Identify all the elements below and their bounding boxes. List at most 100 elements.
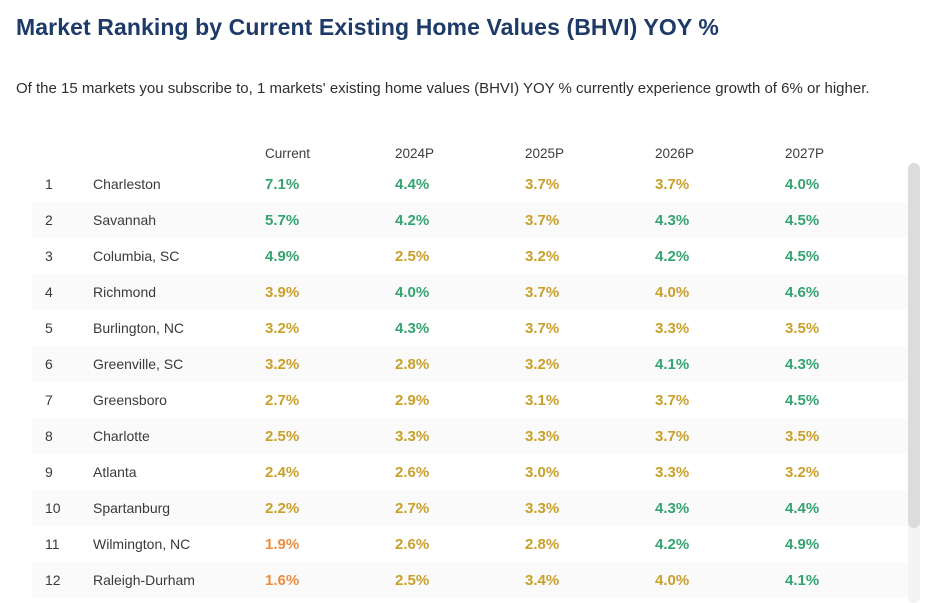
market-name: Burlington, NC (93, 320, 185, 336)
value-cell: 2.8% (525, 535, 560, 553)
value-cell: 3.2% (525, 355, 560, 373)
value-cell: 3.7% (655, 391, 690, 409)
row-rank: 9 (45, 464, 53, 480)
value-cell: 3.2% (265, 355, 300, 373)
table-body: 1 Charleston 7.1% 4.4% 3.7% 3.7% 4.0% 2 Savannah… (32, 166, 908, 598)
market-name: Raleigh-Durham (93, 572, 195, 588)
value-cell: 4.1% (655, 355, 690, 373)
row-rank: 5 (45, 320, 53, 336)
value-cell: 4.0% (395, 283, 430, 301)
row-rank: 7 (45, 392, 53, 408)
row-rank: 1 (45, 176, 53, 192)
table-row: 6 Greenville, SC 3.2% 2.8% 3.2% 4.1% 4.3% (32, 346, 908, 382)
page-subtitle: Of the 15 markets you subscribe to, 1 ma… (16, 80, 870, 97)
value-cell: 3.1% (525, 391, 560, 409)
value-cell: 2.5% (265, 427, 300, 445)
value-cell: 2.7% (265, 391, 300, 409)
market-name: Wilmington, NC (93, 536, 191, 552)
row-rank: 10 (45, 500, 61, 516)
market-name: Richmond (93, 284, 157, 300)
value-cell: 4.4% (785, 499, 820, 517)
value-cell: 7.1% (265, 175, 300, 193)
value-cell: 3.2% (785, 463, 820, 481)
market-name: Greensboro (93, 392, 167, 408)
value-cell: 4.9% (265, 247, 300, 265)
table-row: 5 Burlington, NC 3.2% 4.3% 3.7% 3.3% 3.5% (32, 310, 908, 346)
value-cell: 4.5% (785, 391, 820, 409)
value-cell: 3.5% (785, 427, 820, 445)
market-name: Greenville, SC (93, 356, 184, 372)
column-header: 2025P (525, 145, 565, 161)
value-cell: 3.3% (655, 463, 690, 481)
page-title: Market Ranking by Current Existing Home … (16, 14, 719, 40)
value-cell: 3.7% (525, 175, 560, 193)
value-cell: 1.9% (265, 535, 300, 553)
market-name: Columbia, SC (93, 248, 180, 264)
column-header: Current (265, 145, 311, 161)
value-cell: 4.2% (655, 535, 690, 553)
value-cell: 1.6% (265, 571, 300, 589)
row-rank: 12 (45, 572, 61, 588)
vertical-scrollbar[interactable] (908, 163, 920, 603)
column-header: 2026P (655, 145, 695, 161)
value-cell: 4.3% (785, 355, 820, 373)
market-name: Charlotte (93, 428, 150, 444)
value-cell: 3.3% (655, 319, 690, 337)
value-cell: 4.0% (785, 175, 820, 193)
value-cell: 2.4% (265, 463, 300, 481)
table-row: 11 Wilmington, NC 1.9% 2.6% 2.8% 4.2% 4.9% (32, 526, 908, 562)
value-cell: 4.9% (785, 535, 820, 553)
value-cell: 3.7% (525, 283, 560, 301)
value-cell: 2.9% (395, 391, 430, 409)
value-cell: 3.3% (525, 499, 560, 517)
table-row: 10 Spartanburg 2.2% 2.7% 3.3% 4.3% 4.4% (32, 490, 908, 526)
table-row: 1 Charleston 7.1% 4.4% 3.7% 3.7% 4.0% (32, 166, 908, 202)
value-cell: 4.3% (655, 499, 690, 517)
row-rank: 3 (45, 248, 53, 264)
value-cell: 3.3% (395, 427, 430, 445)
table-row: 4 Richmond 3.9% 4.0% 3.7% 4.0% 4.6% (32, 274, 908, 310)
value-cell: 3.2% (525, 247, 560, 265)
row-rank: 6 (45, 356, 53, 372)
value-cell: 2.5% (395, 571, 430, 589)
value-cell: 3.7% (655, 175, 690, 193)
value-cell: 2.6% (395, 463, 430, 481)
value-cell: 4.3% (655, 211, 690, 229)
row-rank: 4 (45, 284, 53, 300)
value-cell: 3.7% (525, 319, 560, 337)
market-name: Atlanta (93, 464, 137, 480)
value-cell: 5.7% (265, 211, 300, 229)
value-cell: 2.5% (395, 247, 430, 265)
table-row: 9 Atlanta 2.4% 2.6% 3.0% 3.3% 3.2% (32, 454, 908, 490)
market-ranking-table: Current 2024P 2025P 2026P 2027P 1 Charleston 7… (32, 140, 908, 598)
value-cell: 4.6% (785, 283, 820, 301)
value-cell: 3.5% (785, 319, 820, 337)
value-cell: 4.0% (655, 571, 690, 589)
value-cell: 4.5% (785, 211, 820, 229)
table-row: 8 Charlotte 2.5% 3.3% 3.3% 3.7% 3.5% (32, 418, 908, 454)
table-row: 3 Columbia, SC 4.9% 2.5% 3.2% 4.2% 4.5% (32, 238, 908, 274)
value-cell: 3.7% (525, 211, 560, 229)
column-header: 2024P (395, 145, 435, 161)
value-cell: 3.4% (525, 571, 560, 589)
value-cell: 4.3% (395, 319, 430, 337)
value-cell: 3.7% (655, 427, 690, 445)
value-cell: 4.2% (655, 247, 690, 265)
market-name: Savannah (93, 212, 157, 228)
row-rank: 8 (45, 428, 53, 444)
value-cell: 3.3% (525, 427, 560, 445)
value-cell: 2.8% (395, 355, 430, 373)
table-header-row: Current 2024P 2025P 2026P 2027P (32, 140, 908, 166)
value-cell: 3.9% (265, 283, 300, 301)
table-row: 7 Greensboro 2.7% 2.9% 3.1% 3.7% 4.5% (32, 382, 908, 418)
table-row: 2 Savannah 5.7% 4.2% 3.7% 4.3% 4.5% (32, 202, 908, 238)
value-cell: 4.2% (395, 211, 430, 229)
value-cell: 2.7% (395, 499, 430, 517)
row-rank: 11 (45, 536, 60, 552)
value-cell: 3.0% (525, 463, 560, 481)
value-cell: 4.1% (785, 571, 820, 589)
value-cell: 2.2% (265, 499, 300, 517)
value-cell: 4.5% (785, 247, 820, 265)
scrollbar-thumb[interactable] (908, 163, 920, 528)
